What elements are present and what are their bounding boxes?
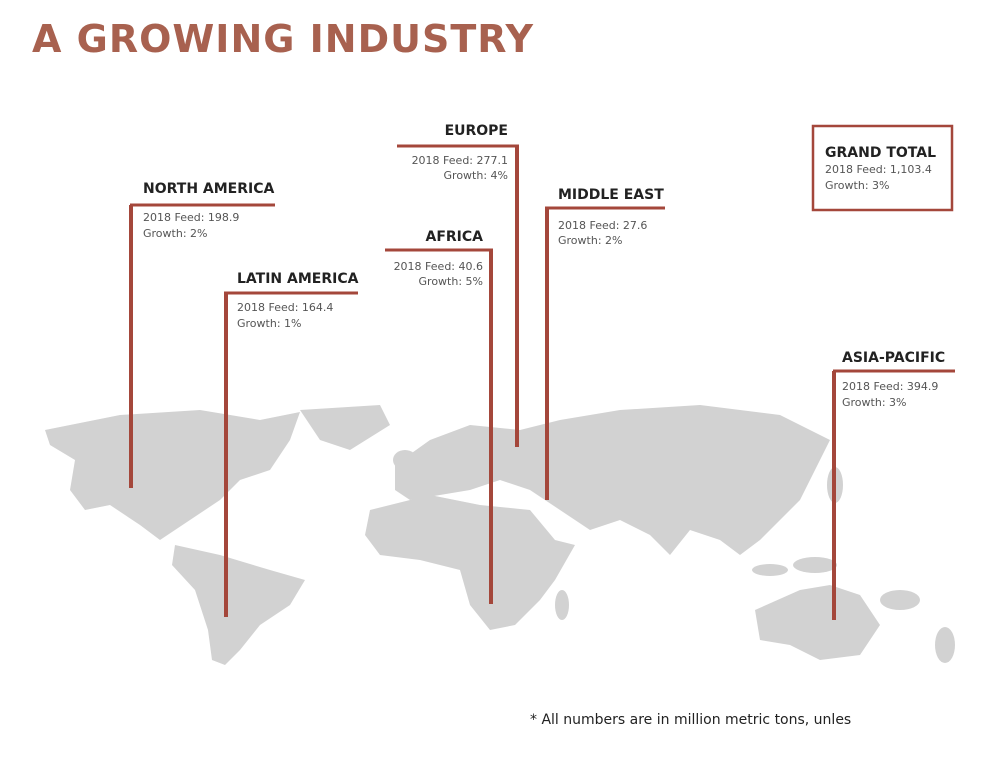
- region-feed: 2018 Feed: 40.6: [394, 260, 483, 273]
- region-growth: Growth: 4%: [444, 169, 508, 182]
- region-feed: 2018 Feed: 198.9: [143, 211, 239, 224]
- region-africa: AFRICA 2018 Feed: 40.6 Growth: 5%: [385, 229, 493, 604]
- region-growth: Growth: 2%: [558, 234, 622, 247]
- title: A GROWING INDUSTRY: [32, 17, 534, 61]
- region-name: AFRICA: [426, 229, 484, 245]
- total-box: [811, 124, 954, 212]
- total-growth: Growth: 3%: [825, 179, 889, 192]
- region-europe: EUROPE 2018 Feed: 277.1 Growth: 4%: [397, 123, 519, 447]
- region-growth: Growth: 2%: [143, 227, 207, 240]
- region-name: ASIA-PACIFIC: [842, 350, 945, 366]
- region-name: MIDDLE EAST: [558, 187, 664, 203]
- world-map: [45, 405, 955, 665]
- region-name: NORTH AMERICA: [143, 181, 275, 197]
- region-latin-america: LATIN AMERICA 2018 Feed: 164.4 Growth: 1…: [224, 271, 359, 617]
- region-asia-pacific: ASIA-PACIFIC 2018 Feed: 394.9 Growth: 3%: [832, 350, 955, 620]
- region-name: EUROPE: [445, 123, 508, 139]
- region-feed: 2018 Feed: 394.9: [842, 380, 938, 393]
- region-feed: 2018 Feed: 27.6: [558, 219, 647, 232]
- region-feed: 2018 Feed: 164.4: [237, 301, 333, 314]
- region-name: LATIN AMERICA: [237, 271, 359, 287]
- region-feed: 2018 Feed: 277.1: [412, 154, 508, 167]
- grand-total: GRAND TOTAL 2018 Feed: 1,103.4 Growth: 3…: [811, 124, 954, 212]
- total-feed: 2018 Feed: 1,103.4: [825, 163, 932, 176]
- region-north-america: NORTH AMERICA 2018 Feed: 198.9 Growth: 2…: [129, 181, 275, 488]
- region-growth: Growth: 1%: [237, 317, 301, 330]
- region-growth: Growth: 5%: [419, 275, 483, 288]
- region-growth: Growth: 3%: [842, 396, 906, 409]
- footnote: * All numbers are in million metric tons…: [530, 712, 851, 728]
- region-middle-east: MIDDLE EAST 2018 Feed: 27.6 Growth: 2%: [545, 187, 665, 500]
- total-name: GRAND TOTAL: [825, 145, 936, 161]
